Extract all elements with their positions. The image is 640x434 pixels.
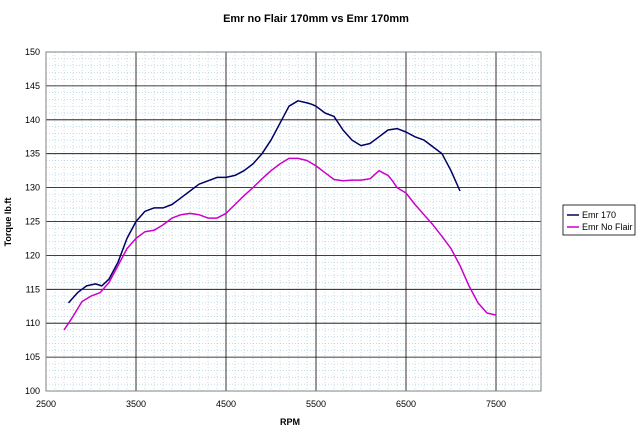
x-tick-label: 4500 <box>216 399 236 409</box>
tick-labels: 2500 3500 4500 5500 6500 7500 100 105 110 115 120 1… <box>25 47 506 409</box>
y-tick-label: 120 <box>25 250 40 260</box>
y-tick-label: 140 <box>25 115 40 125</box>
legend: Emr 170 Emr No Flair <box>562 204 636 236</box>
y-tick-label: 105 <box>25 352 40 362</box>
y-tick-label: 145 <box>25 81 40 91</box>
grid <box>45 51 541 392</box>
axes <box>45 51 542 392</box>
legend-label: Emr No Flair <box>582 222 633 232</box>
legend-box <box>562 204 636 236</box>
x-tick-label: 7500 <box>486 399 506 409</box>
y-tick-label: 115 <box>26 284 40 294</box>
y-tick-label: 135 <box>25 149 40 159</box>
legend-label: Emr 170 <box>582 210 616 220</box>
x-tick-label: 2500 <box>36 399 56 409</box>
x-tick-label: 3500 <box>126 399 146 409</box>
y-tick-label: 100 <box>25 386 40 396</box>
y-axis-label: Torque lb.ft <box>3 198 13 247</box>
y-tick-label: 110 <box>26 318 40 328</box>
x-tick-label: 6500 <box>396 399 416 409</box>
chart-title: Emr no Flair 170mm vs Emr 170mm <box>223 13 409 25</box>
plot-border <box>45 51 542 392</box>
x-tick-label: 5500 <box>306 399 326 409</box>
y-tick-label: 125 <box>25 217 40 227</box>
series-line-emr-no-flair <box>63 157 497 331</box>
series-line-emr-170 <box>67 100 461 304</box>
x-axis-label: RPM <box>280 417 300 427</box>
y-tick-label: 150 <box>25 47 40 57</box>
y-tick-label: 130 <box>25 183 40 193</box>
series-layer <box>63 100 497 331</box>
